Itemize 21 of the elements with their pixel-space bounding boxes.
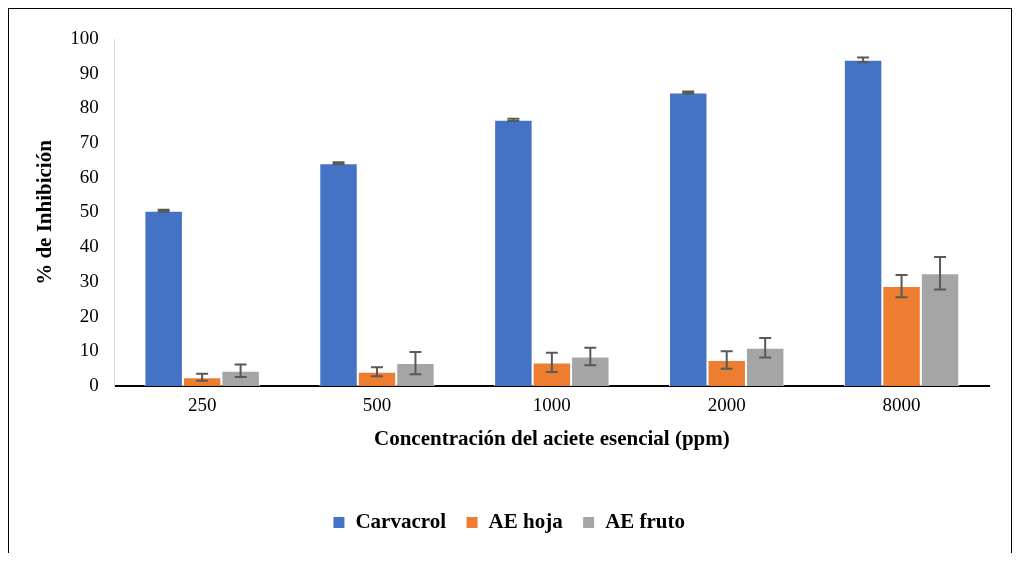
- y-tick-label: 100: [70, 26, 99, 48]
- legend-label: AE hoja: [488, 508, 564, 533]
- y-tick-label: 10: [79, 339, 99, 361]
- y-tick-label: 50: [79, 200, 99, 222]
- x-tick-label: 1000: [532, 394, 571, 416]
- y-tick-label: 30: [79, 269, 99, 291]
- y-tick-label: 80: [79, 96, 99, 118]
- y-tick-label: 70: [79, 131, 99, 153]
- y-axis-title: % de Inhibición: [32, 139, 57, 285]
- x-tick-label: 8000: [882, 394, 921, 416]
- legend-label: Carvacrol: [355, 508, 447, 533]
- x-tick-label: 500: [362, 394, 392, 416]
- x-axis-title: Concentración del aciete esencial (ppm): [373, 425, 730, 450]
- y-tick-label: 40: [79, 235, 99, 257]
- legend-label: AE fruto: [605, 508, 686, 533]
- y-tick-label: 20: [79, 304, 99, 326]
- x-tick-label: 250: [187, 394, 217, 416]
- y-tick-label: 60: [79, 165, 99, 187]
- y-tick-label: 0: [89, 373, 99, 395]
- x-tick-label: 2000: [707, 394, 746, 416]
- y-tick-label: 90: [79, 61, 99, 83]
